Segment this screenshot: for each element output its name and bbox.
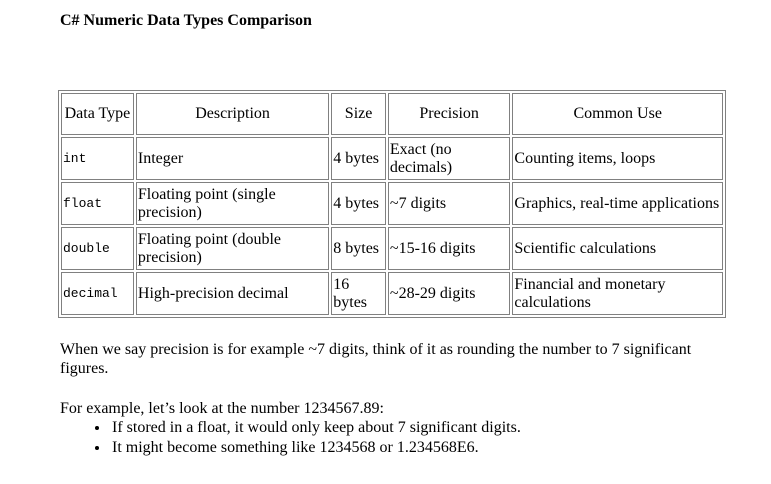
cell-type: int [61, 137, 134, 180]
cell-type: float [61, 182, 134, 225]
cell-size: 8 bytes [331, 227, 386, 270]
example-list: If stored in a float, it would only keep… [60, 418, 521, 458]
cell-size: 4 bytes [331, 137, 386, 180]
cell-description: High-precision decimal [135, 272, 330, 315]
cell-description: Floating point (double precision) [135, 227, 330, 270]
cell-precision: ~7 digits [387, 182, 511, 225]
header-precision: Precision [387, 93, 511, 135]
data-types-table: Data Type Description Size Precision Com… [58, 90, 726, 318]
header-description: Description [135, 93, 330, 135]
cell-type: double [61, 227, 134, 270]
cell-common-use: Graphics, real-time applications [512, 182, 723, 225]
cell-description: Floating point (single precision) [135, 182, 330, 225]
table-row: decimal High-precision decimal 16 bytes … [61, 272, 723, 315]
header-common-use: Common Use [512, 93, 723, 135]
header-size: Size [331, 93, 386, 135]
page-title: C# Numeric Data Types Comparison [60, 12, 312, 29]
header-data-type: Data Type [61, 93, 134, 135]
cell-precision: ~15-16 digits [387, 227, 511, 270]
cell-precision: Exact (no decimals) [387, 137, 511, 180]
list-item: If stored in a float, it would only keep… [110, 418, 521, 438]
cell-common-use: Counting items, loops [512, 137, 723, 180]
cell-size: 4 bytes [331, 182, 386, 225]
list-item: It might become something like 1234568 o… [110, 438, 521, 458]
table-row: int Integer 4 bytes Exact (no decimals) … [61, 137, 723, 180]
cell-common-use: Financial and monetary calculations [512, 272, 723, 315]
example-intro: For example, let’s look at the number 12… [60, 400, 384, 417]
cell-description: Integer [135, 137, 330, 180]
cell-common-use: Scientific calculations [512, 227, 723, 270]
precision-explanation: When we say precision is for example ~7 … [60, 341, 692, 377]
cell-size: 16 bytes [331, 272, 386, 315]
table-row: float Floating point (single precision) … [61, 182, 723, 225]
table-row: double Floating point (double precision)… [61, 227, 723, 270]
table-header-row: Data Type Description Size Precision Com… [61, 93, 723, 135]
cell-precision: ~28-29 digits [387, 272, 511, 315]
cell-type: decimal [61, 272, 134, 315]
